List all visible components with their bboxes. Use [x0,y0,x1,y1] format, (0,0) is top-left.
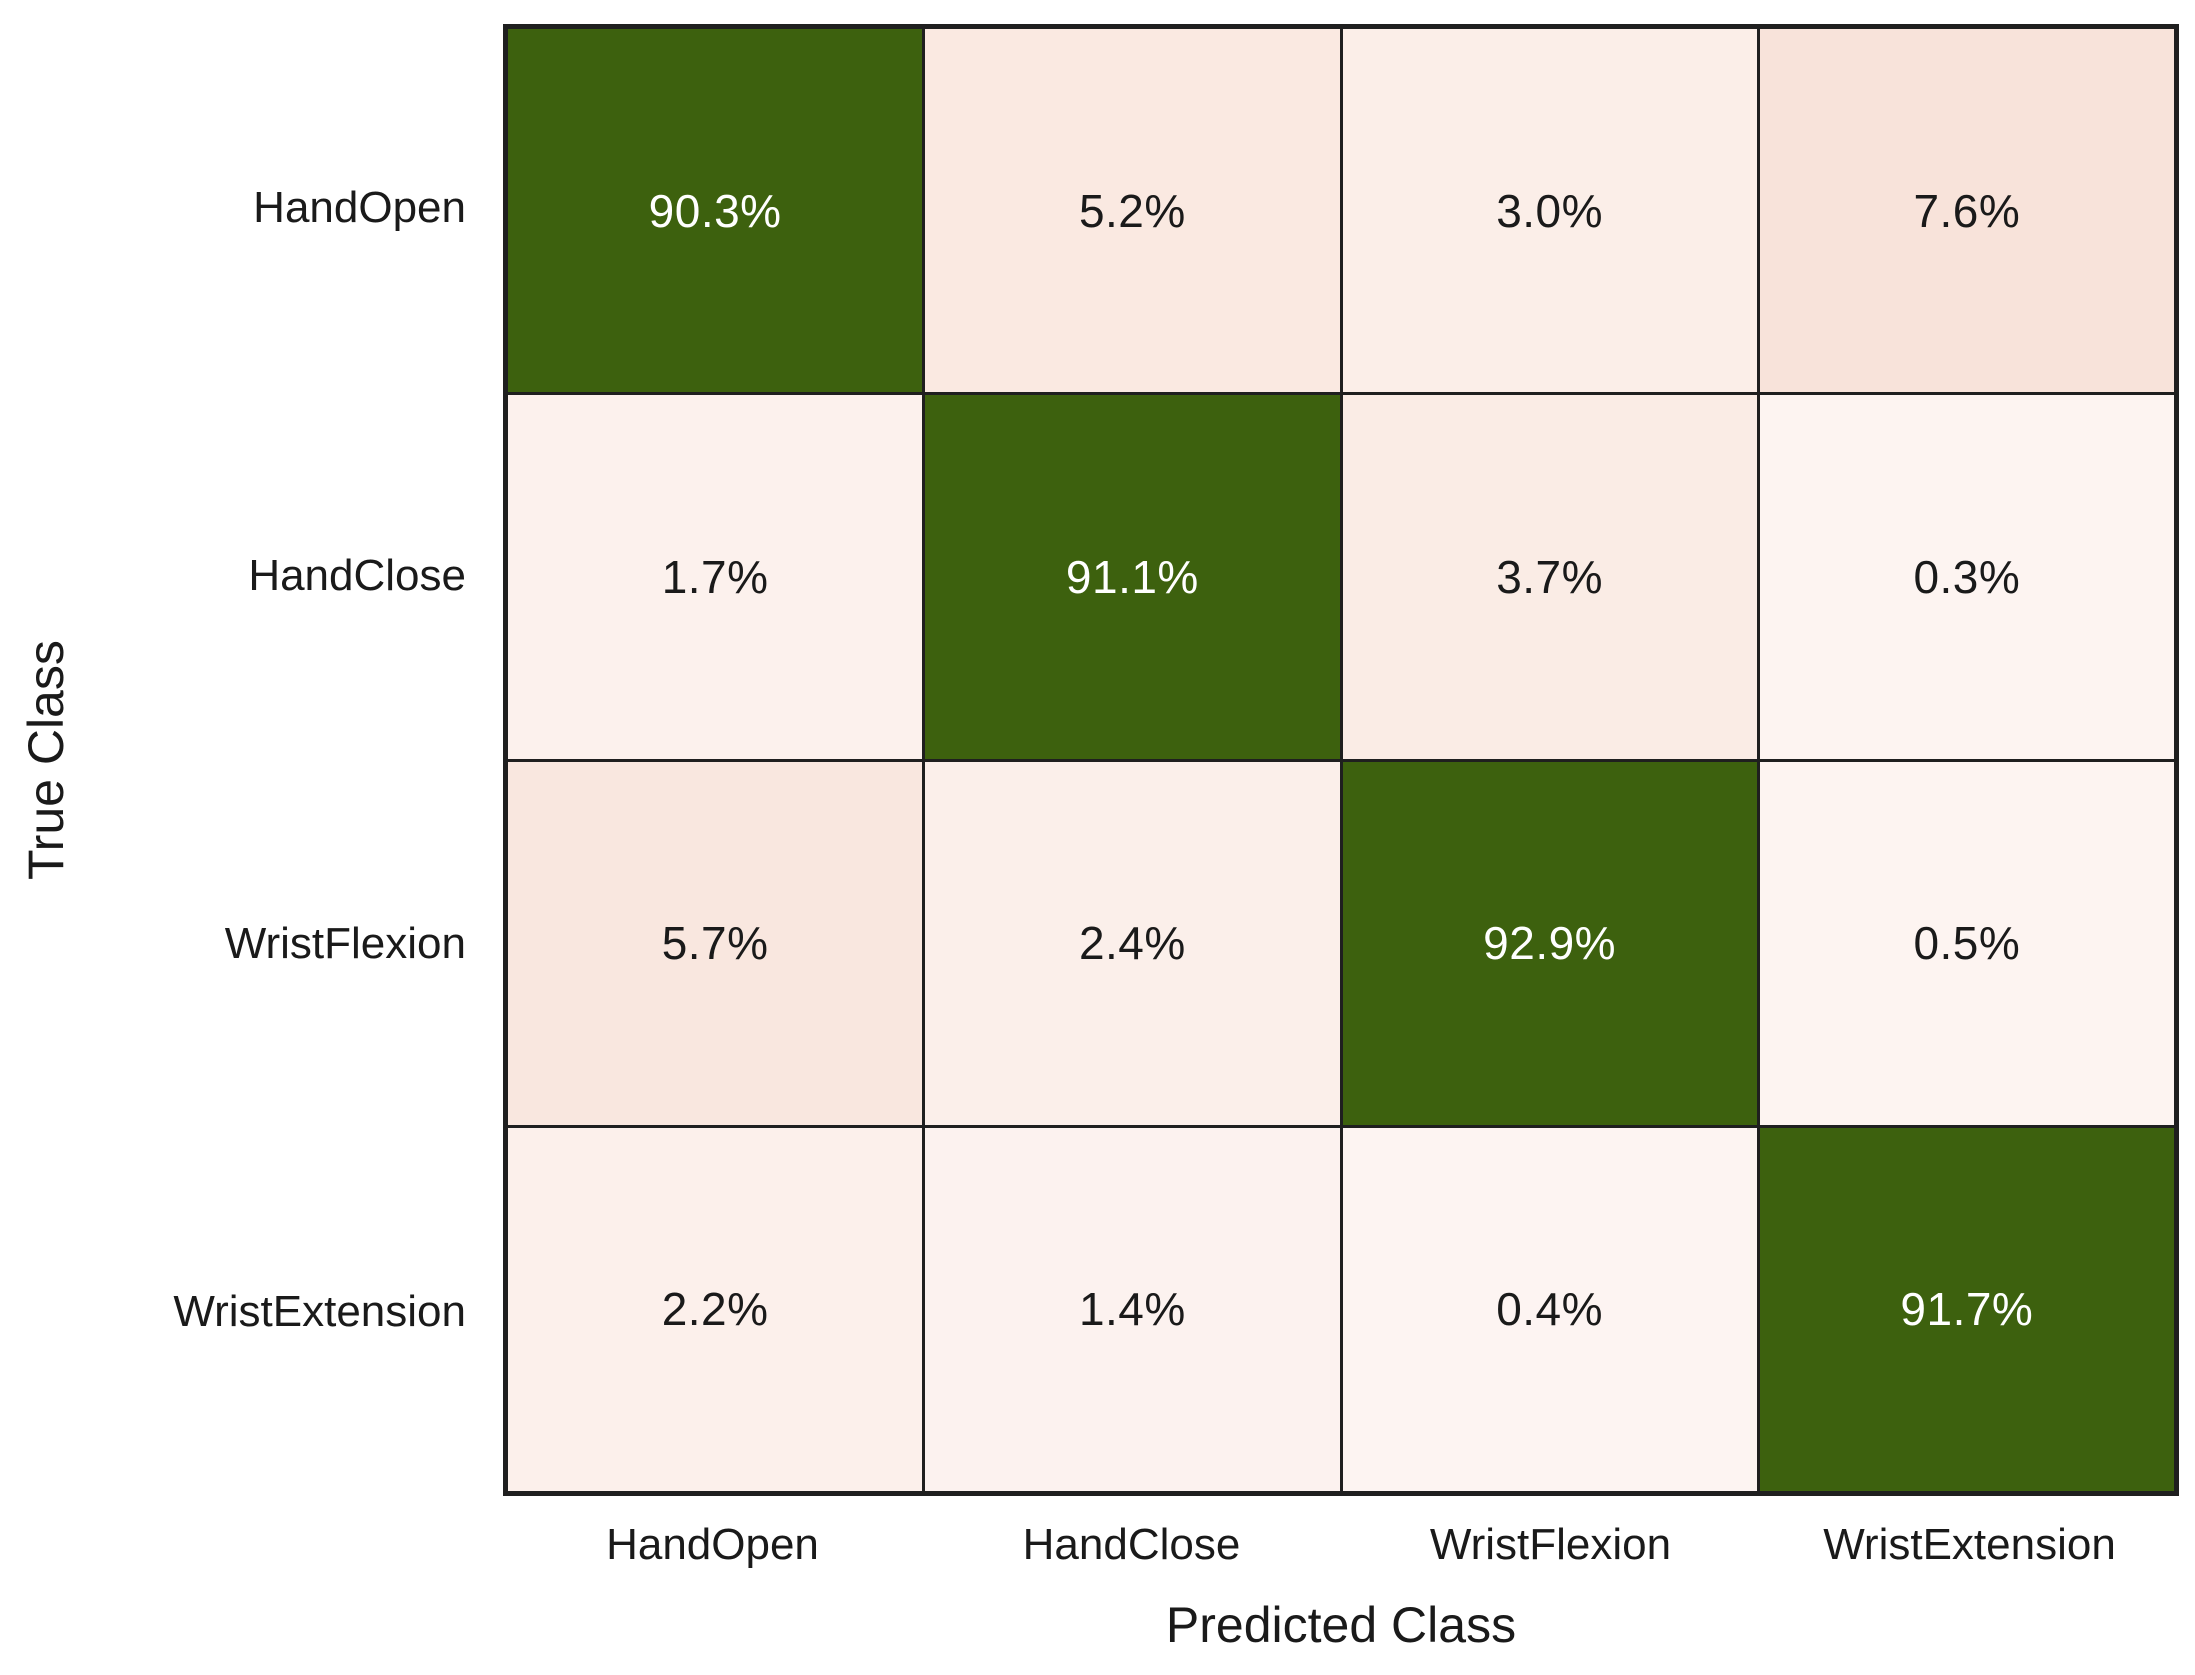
matrix-cell: 0.5% [1759,761,2174,1125]
matrix-cell: 1.4% [925,1127,1340,1491]
y-tick-wristextension: WristExtension [173,1287,466,1336]
matrix-cell: 1.7% [508,395,923,759]
y-axis-tick-labels: HandOpen HandClose WristFlexion WristExt… [0,24,484,1496]
matrix-cell: 2.4% [925,761,1340,1125]
y-tick-handclose: HandClose [248,551,466,600]
matrix-cell: 92.9% [1342,761,1757,1125]
matrix-cell: 3.0% [1342,29,1757,393]
x-tick-wristflexion: WristFlexion [1429,1520,1672,1569]
x-tick-handopen: HandOpen [606,1520,819,1569]
matrix-cell: 2.2% [508,1127,923,1491]
x-tick-handclose: HandClose [1022,1520,1241,1569]
matrix-cell: 91.1% [925,395,1340,759]
x-axis-title: Predicted Class [1165,1597,1517,1653]
matrix-cell: 7.6% [1759,29,2174,393]
confusion-matrix-grid: 90.3% 5.2% 3.0% 7.6% 1.7% 91.1% 3.7% 0.3… [503,24,2179,1496]
y-tick-wristflexion: WristFlexion [224,919,466,968]
matrix-cell: 5.7% [508,761,923,1125]
matrix-cell: 0.4% [1342,1127,1757,1491]
matrix-cell: 90.3% [508,29,923,393]
x-tick-wristextension: WristExtension [1823,1520,2116,1569]
y-tick-handopen: HandOpen [253,183,466,232]
matrix-cell: 0.3% [1759,395,2174,759]
matrix-cell: 3.7% [1342,395,1757,759]
matrix-cell: 91.7% [1759,1127,2174,1491]
x-axis-tick-labels: HandOpen HandClose WristFlexion WristExt… [503,1510,2179,1580]
matrix-cell: 5.2% [925,29,1340,393]
